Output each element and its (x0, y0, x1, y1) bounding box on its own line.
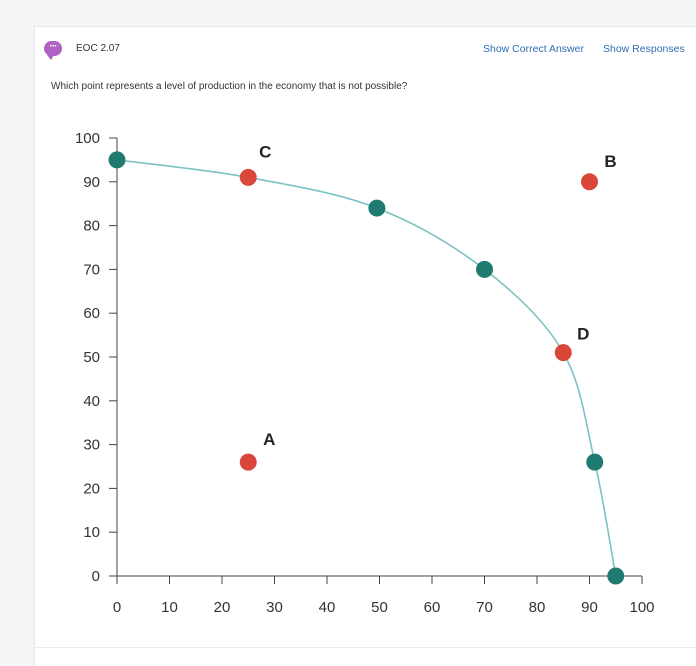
y-tick-label: 80 (83, 218, 100, 235)
x-tick-label: 20 (214, 599, 231, 616)
question-header: ··· EOC 2.07 Show Correct Answer Show Re… (35, 27, 696, 73)
y-tick-label: 0 (92, 568, 100, 585)
x-tick-label: 50 (371, 599, 388, 616)
ppf-curve (116, 159, 617, 577)
x-tick-label: 80 (529, 599, 546, 616)
y-tick-label: 30 (83, 437, 100, 454)
chart-axes: 0 10 20 30 40 50 60 70 80 90 100 0 10 20 30 40 50 60 70 80 9… (75, 130, 655, 616)
point-d (554, 344, 572, 362)
point-a (239, 453, 257, 471)
y-tick-label: 90 (83, 174, 100, 191)
x-tick-label: 60 (424, 599, 441, 616)
x-tick-label: 70 (476, 599, 493, 616)
ellipsis-icon: ··· (49, 41, 58, 52)
show-correct-answer-link[interactable]: Show Correct Answer (483, 43, 584, 55)
point-label-b: B (604, 152, 616, 171)
x-tick-label: 100 (629, 599, 654, 616)
frontier-point (368, 199, 386, 217)
y-tick-label: 60 (83, 305, 100, 322)
y-tick-label: 50 (83, 349, 100, 366)
x-tick-label: 10 (161, 599, 178, 616)
chat-bubble-icon: ··· (44, 41, 62, 60)
y-tick-label: 40 (83, 393, 100, 410)
y-tick-label: 70 (83, 261, 100, 278)
y-tick-label: 100 (75, 130, 100, 147)
point-c (239, 168, 257, 186)
frontier-point (607, 567, 625, 585)
x-tick-label: 90 (581, 599, 598, 616)
point-label-a: A (263, 430, 275, 449)
card-divider (35, 647, 696, 648)
point-label-c: C (259, 142, 271, 161)
points-layer: A B C D (108, 142, 625, 585)
frontier-point (586, 453, 604, 471)
frontier-point (476, 260, 493, 278)
question-text: Which point represents a level of produc… (51, 81, 408, 92)
curve-layer (116, 159, 617, 577)
show-responses-link[interactable]: Show Responses (603, 43, 685, 55)
chat-bubble-tail (47, 55, 54, 60)
point-label-d: D (577, 325, 589, 344)
frontier-point (108, 151, 126, 169)
point-b (581, 173, 598, 191)
question-title: EOC 2.07 (76, 43, 120, 54)
x-tick-label: 30 (266, 599, 283, 616)
y-tick-label: 20 (83, 480, 100, 497)
x-tick-label: 40 (319, 599, 336, 616)
y-tick-label: 10 (83, 524, 100, 541)
x-tick-label: 0 (113, 599, 121, 616)
question-card: ··· EOC 2.07 Show Correct Answer Show Re… (34, 26, 696, 666)
